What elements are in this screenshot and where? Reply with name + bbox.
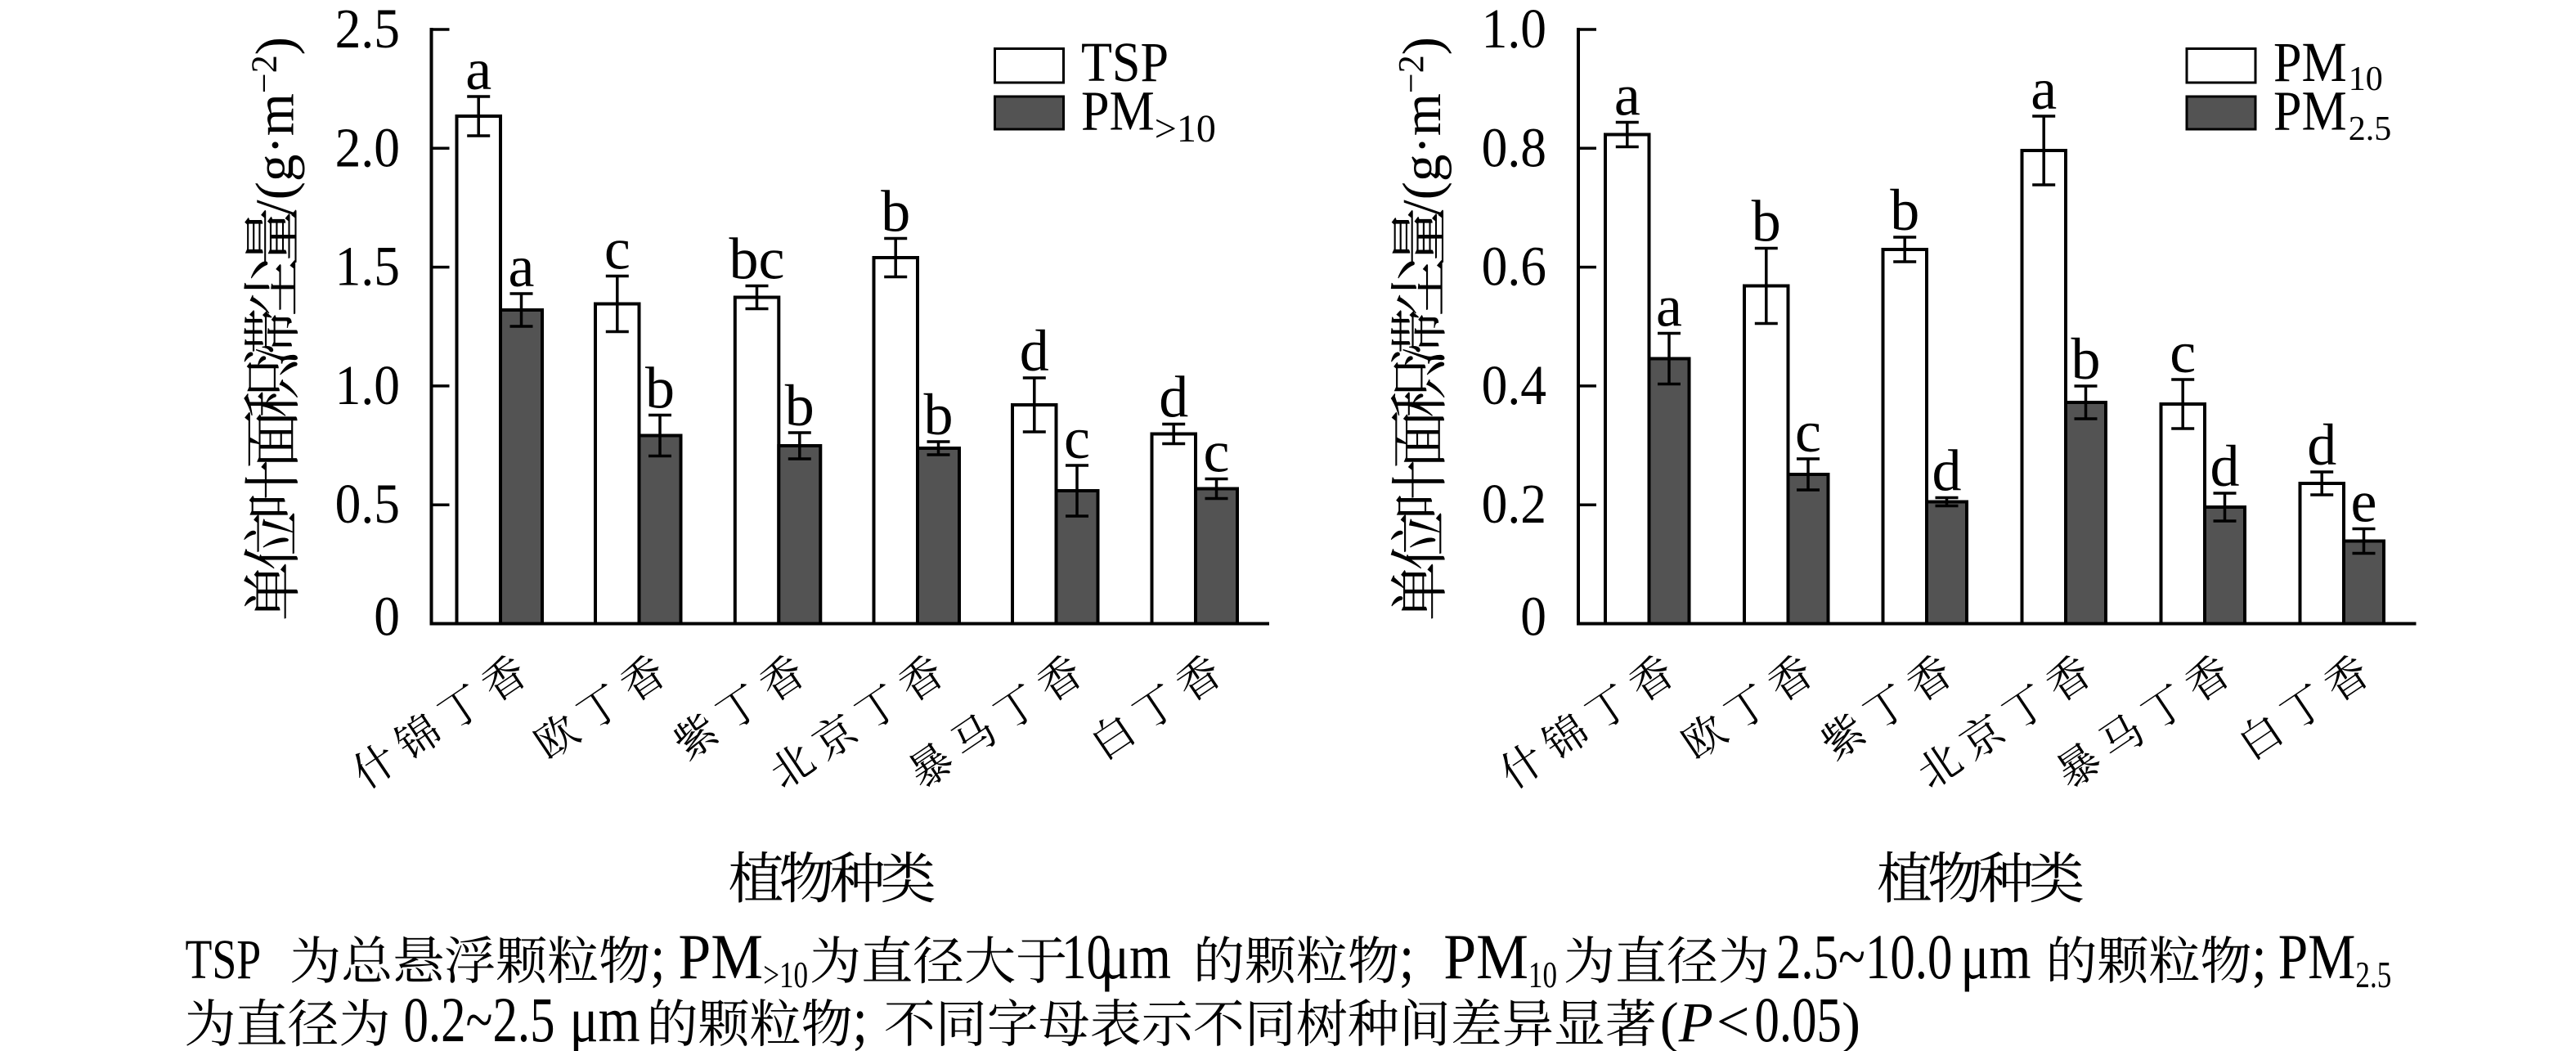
svg-text:c: c (1064, 406, 1090, 471)
svg-text:c: c (1204, 420, 1230, 485)
svg-text:b: b (645, 356, 675, 421)
svg-text:;: ; (2252, 922, 2267, 993)
svg-text:b: b (785, 373, 815, 438)
svg-text:μm: μm (570, 985, 640, 1051)
svg-text:d: d (2210, 433, 2240, 499)
svg-text:b: b (1890, 177, 1919, 243)
svg-text:b: b (2071, 326, 2101, 392)
svg-text:a: a (1656, 274, 1682, 339)
svg-text:0.6: 0.6 (1482, 236, 1546, 298)
svg-text:d: d (1932, 438, 1962, 504)
svg-text:(: ( (1660, 991, 1679, 1051)
svg-text:2.5: 2.5 (2349, 110, 2392, 148)
svg-text:c: c (1795, 399, 1821, 465)
svg-text:10: 10 (1528, 954, 1557, 995)
svg-text:;: ; (853, 985, 868, 1051)
svg-text:TSP: TSP (186, 929, 262, 991)
svg-text:0.5: 0.5 (335, 474, 400, 536)
svg-text:b: b (881, 179, 910, 245)
svg-text:bc: bc (729, 227, 785, 292)
svg-text:μm: μm (1101, 922, 1171, 993)
svg-text:PM: PM (2273, 81, 2347, 143)
svg-text:2.5: 2.5 (335, 0, 400, 61)
svg-text:;: ; (1399, 922, 1414, 993)
svg-text:P: P (1678, 991, 1713, 1051)
svg-text:PM: PM (1081, 81, 1155, 143)
svg-text:0: 0 (1520, 586, 1546, 648)
svg-text:b: b (1752, 189, 1781, 254)
svg-text:10: 10 (2349, 61, 2383, 98)
svg-text:a: a (509, 234, 535, 299)
svg-text:d: d (1020, 318, 1049, 384)
svg-text:d: d (1159, 365, 1188, 430)
svg-text:1.0: 1.0 (1482, 0, 1546, 61)
svg-text:0.2~2.5: 0.2~2.5 (404, 986, 555, 1051)
svg-text:c: c (604, 217, 631, 282)
svg-text:TSP: TSP (1081, 32, 1169, 94)
svg-text:PM: PM (2273, 32, 2347, 94)
svg-text:1.0: 1.0 (335, 355, 400, 417)
svg-text:c: c (2170, 320, 2196, 385)
svg-text:;: ; (650, 922, 665, 993)
svg-text:PM: PM (1443, 922, 1528, 992)
svg-text:0.4: 0.4 (1482, 355, 1546, 417)
svg-text:): ) (1392, 37, 1452, 55)
svg-text:2.0: 2.0 (335, 117, 400, 179)
svg-text:2.5: 2.5 (2355, 954, 2391, 995)
svg-text:0: 0 (374, 586, 400, 648)
svg-text:1.5: 1.5 (335, 236, 400, 298)
svg-text:PM: PM (678, 922, 763, 992)
svg-text:0.8: 0.8 (1482, 117, 1546, 179)
svg-text:d: d (2307, 412, 2336, 478)
svg-text:>10: >10 (763, 954, 808, 995)
svg-text:−2: −2 (1391, 55, 1431, 93)
svg-text:PM: PM (2278, 922, 2356, 993)
svg-text:2.5~10.0: 2.5~10.0 (1776, 923, 1952, 993)
svg-text:): ) (245, 37, 306, 55)
svg-text:a: a (2031, 56, 2057, 122)
svg-text:0.05: 0.05 (1755, 986, 1842, 1051)
svg-text:e: e (2351, 469, 2377, 535)
svg-text:/(g·m: /(g·m (1392, 93, 1452, 215)
svg-text:a: a (465, 37, 491, 102)
svg-text:b: b (924, 382, 954, 447)
svg-text:<: < (1717, 989, 1750, 1051)
svg-text:μm: μm (1960, 922, 2031, 993)
svg-text:/(g·m: /(g·m (245, 93, 306, 215)
svg-text:−2: −2 (245, 55, 285, 93)
svg-text:>10: >10 (1155, 107, 1216, 150)
svg-text:): ) (1842, 991, 1860, 1051)
svg-text:0.2: 0.2 (1482, 474, 1546, 536)
svg-text:a: a (1614, 63, 1640, 128)
svg-text:10: 10 (1061, 923, 1111, 993)
